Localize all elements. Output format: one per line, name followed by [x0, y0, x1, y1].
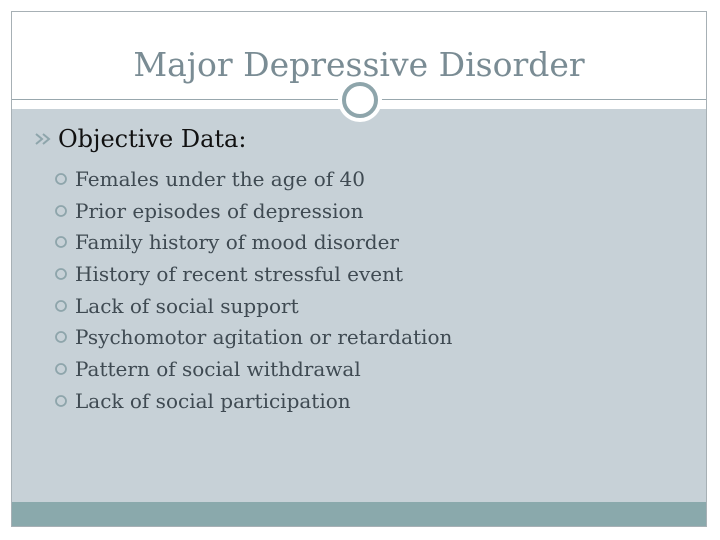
content-area: [12, 109, 706, 502]
list-item-text: History of recent stressful event: [75, 261, 404, 286]
list-item: Psychomotor agitation or retardation: [54, 321, 452, 353]
list-item-text: Family history of mood disorder: [75, 230, 399, 255]
list-item: Lack of social support: [54, 290, 452, 322]
list-item: Family history of mood disorder: [54, 226, 452, 258]
hollow-circle-bullet-icon: [55, 363, 67, 375]
ring-outline: [342, 82, 378, 118]
hollow-circle-bullet-icon: [55, 299, 67, 312]
footer-bar: [12, 502, 706, 526]
objective-data-list: Females under the age of 40 Prior episod…: [54, 163, 452, 417]
list-item: History of recent stressful event: [54, 258, 452, 290]
hollow-circle-bullet-icon: [55, 172, 67, 185]
hollow-circle-bullet-icon: [55, 394, 67, 407]
slide-title: Major Depressive Disorder: [133, 45, 585, 84]
section-heading: Objective Data:: [58, 125, 247, 153]
list-item-text: Lack of social participation: [75, 388, 351, 413]
hollow-circle-bullet-icon: [55, 268, 67, 280]
ring-icon: [338, 78, 382, 122]
list-item: Pattern of social withdrawal: [54, 353, 452, 385]
hollow-circle-bullet-icon: [55, 204, 67, 217]
hollow-circle-bullet-icon: [55, 331, 67, 344]
list-item-text: Pattern of social withdrawal: [75, 356, 361, 381]
hollow-circle-bullet-icon: [55, 236, 67, 249]
list-item-text: Females under the age of 40: [75, 166, 365, 191]
double-chevron-bullet-icon: [35, 133, 51, 145]
list-item-text: Lack of social support: [75, 293, 299, 318]
list-item: Prior episodes of depression: [54, 195, 452, 227]
objective-data-heading-row: Objective Data:: [34, 124, 246, 154]
list-item: Lack of social participation: [54, 385, 452, 417]
list-item: Females under the age of 40: [54, 163, 452, 195]
list-item-text: Psychomotor agitation or retardation: [75, 325, 453, 350]
list-item-text: Prior episodes of depression: [75, 198, 364, 223]
